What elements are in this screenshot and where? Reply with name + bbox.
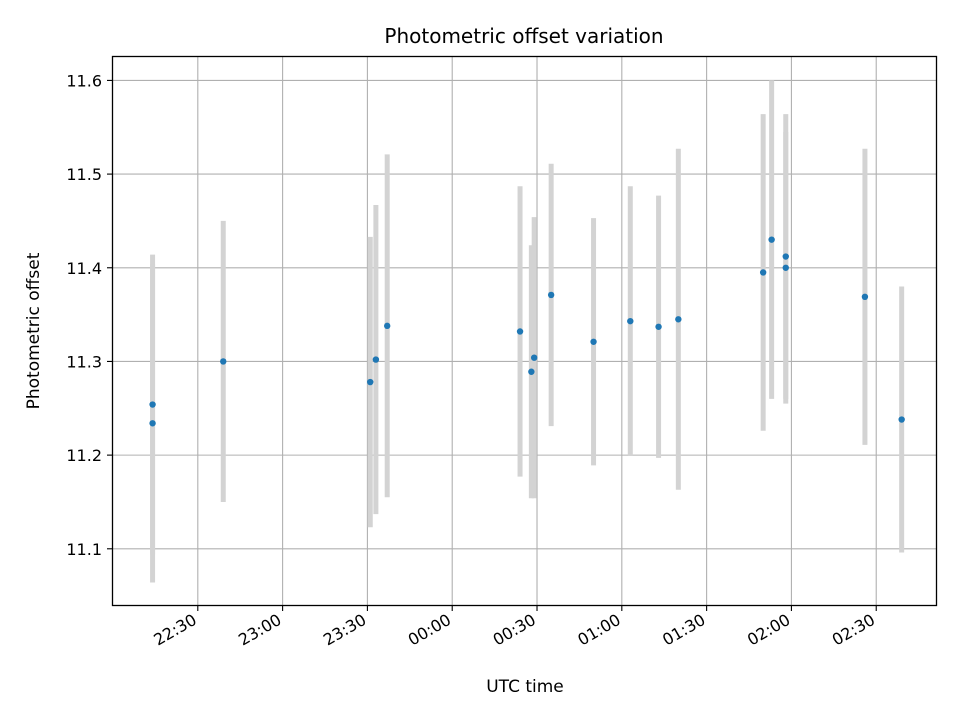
y-tick-label: 11.6 bbox=[66, 71, 102, 90]
data-point bbox=[590, 338, 597, 345]
data-point bbox=[149, 401, 156, 408]
x-tick-label: 02:00 bbox=[744, 610, 793, 650]
data-point bbox=[516, 328, 524, 335]
x-tick-label: 01:00 bbox=[574, 610, 623, 650]
data-point bbox=[372, 356, 380, 363]
data-point bbox=[898, 416, 905, 423]
y-axis: 11.1 11.2 11.3 11.4 11.5 11.6 bbox=[66, 71, 113, 559]
x-axis: 22:30 23:00 23:30 00:00 00:30 01:00 01:30 02:00… bbox=[150, 605, 878, 650]
x-tick-label: 23:00 bbox=[235, 610, 284, 650]
x-axis-label: UTC time bbox=[486, 677, 564, 697]
y-tick-label: 11.5 bbox=[66, 165, 102, 184]
data-point bbox=[528, 368, 535, 375]
data-point bbox=[768, 236, 775, 243]
x-tick-label: 02:30 bbox=[829, 610, 878, 650]
grid bbox=[113, 57, 937, 605]
plot-frame bbox=[111, 55, 938, 607]
x-tick-label: 01:30 bbox=[659, 610, 708, 650]
x-tick-label: 00:30 bbox=[490, 610, 539, 650]
data-point bbox=[861, 293, 869, 301]
data-point bbox=[547, 291, 555, 299]
y-tick-label: 11.2 bbox=[66, 446, 102, 465]
chart-title: Photometric offset variation bbox=[384, 24, 663, 48]
data-point bbox=[655, 323, 662, 330]
data-point bbox=[759, 269, 767, 276]
data-point bbox=[627, 317, 634, 325]
data-point bbox=[149, 420, 156, 427]
data-point bbox=[782, 264, 789, 271]
data-point bbox=[220, 358, 227, 365]
y-tick-label: 11.3 bbox=[66, 352, 102, 371]
data-point bbox=[367, 378, 374, 386]
error-bars bbox=[150, 80, 905, 583]
y-axis-label: Photometric offset bbox=[24, 252, 44, 409]
y-tick-label: 11.4 bbox=[66, 259, 102, 278]
x-tick-label: 22:30 bbox=[150, 610, 199, 650]
data-point bbox=[383, 322, 391, 330]
x-tick-label: 00:00 bbox=[405, 610, 454, 650]
data-point bbox=[782, 253, 789, 260]
data-points bbox=[149, 236, 905, 427]
data-point bbox=[530, 354, 538, 361]
data-point bbox=[675, 316, 682, 323]
y-tick-label: 11.1 bbox=[66, 540, 102, 559]
x-tick-label: 23:30 bbox=[320, 610, 369, 650]
